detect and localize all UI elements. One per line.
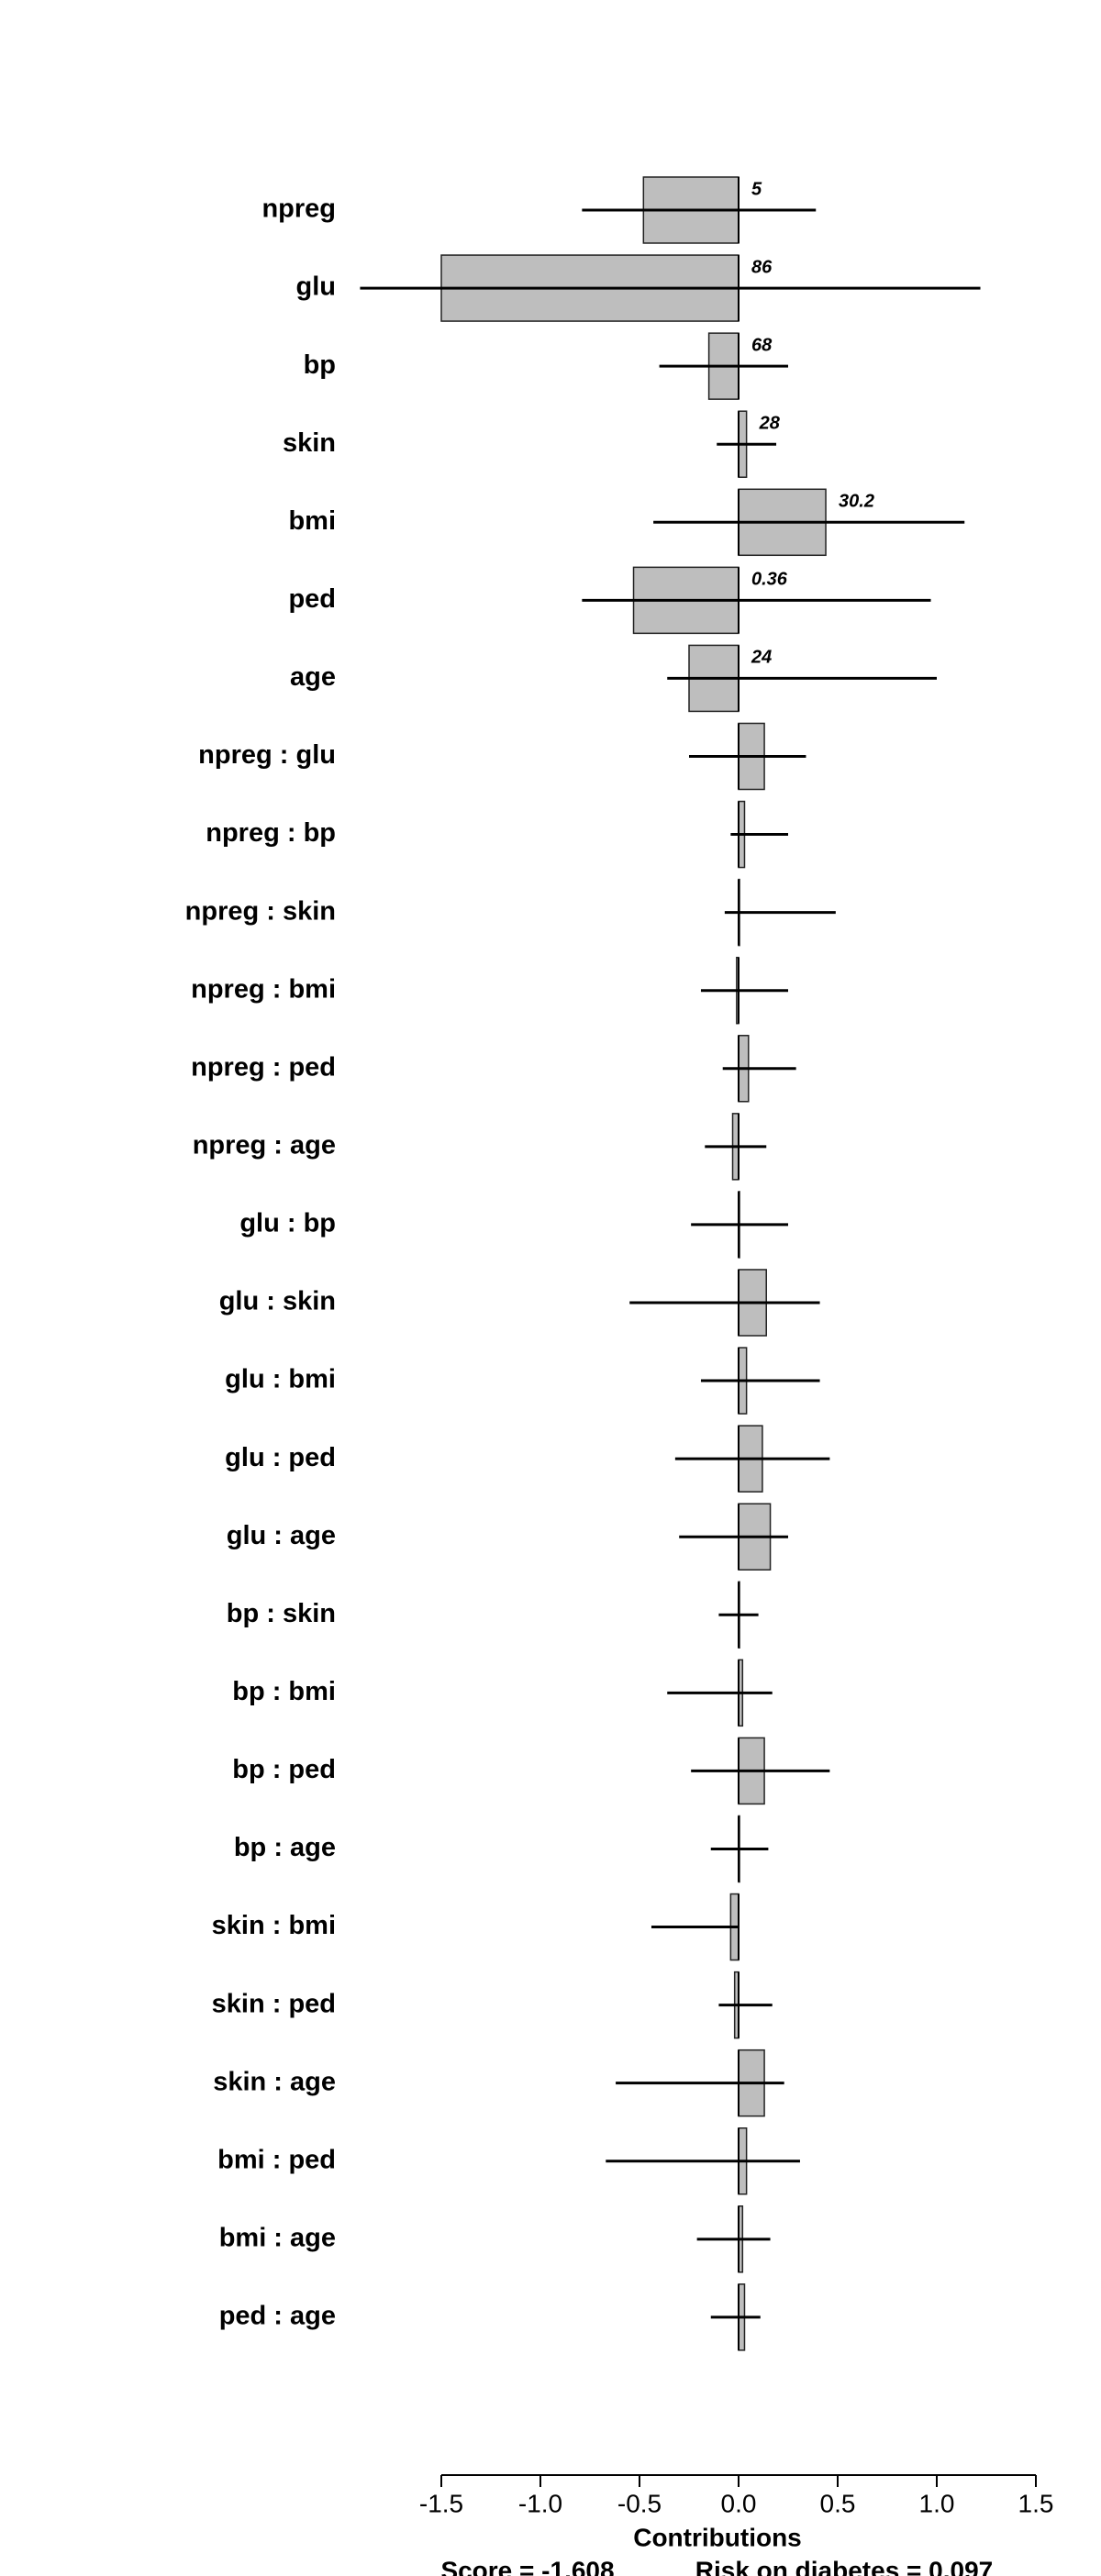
category-label: npreg : bmi	[191, 974, 336, 1004]
category-label: skin : age	[213, 2067, 336, 2096]
category-label: age	[290, 662, 336, 692]
category-label: skin : bmi	[212, 1911, 336, 1940]
category-label: skin	[283, 428, 336, 458]
input-value-label: 86	[751, 257, 773, 277]
category-label: npreg : glu	[198, 740, 336, 770]
category-label: bp : ped	[232, 1755, 336, 1784]
category-label: glu : skin	[219, 1287, 336, 1316]
category-label: glu : bp	[239, 1209, 336, 1238]
category-label: npreg : ped	[191, 1052, 336, 1082]
input-value-label: 68	[751, 335, 773, 355]
input-value-label: 0.36	[751, 570, 788, 590]
category-label: bp : age	[234, 1833, 336, 1862]
x-tick-label: 1.0	[919, 2489, 955, 2517]
category-label: glu : bmi	[225, 1365, 336, 1394]
category-label: bp	[304, 350, 336, 380]
category-label: npreg : skin	[185, 896, 336, 926]
category-label: npreg	[261, 194, 336, 224]
input-value-label: 30.2	[839, 492, 874, 512]
x-tick-label: -1.5	[419, 2489, 463, 2517]
category-label: skin : ped	[212, 1989, 336, 2018]
category-label: bmi	[288, 506, 336, 536]
category-label: ped	[288, 584, 336, 614]
category-label: bmi : ped	[217, 2145, 336, 2174]
category-label: npreg : bp	[206, 818, 336, 848]
x-tick-label: -1.0	[518, 2489, 562, 2517]
input-value-label: 5	[751, 179, 762, 199]
category-label: bp : bmi	[232, 1677, 336, 1706]
score: Score = -1.608	[440, 2556, 614, 2576]
x-tick-label: 0.0	[721, 2489, 757, 2517]
category-label: glu : age	[227, 1521, 336, 1550]
category-label: npreg : age	[193, 1130, 336, 1160]
x-axis-label: Contributions	[633, 2523, 802, 2551]
category-label: glu : ped	[225, 1443, 336, 1472]
x-tick-label: -0.5	[617, 2489, 662, 2517]
category-label: bp : skin	[227, 1599, 336, 1628]
input-value-label: 28	[759, 413, 781, 433]
x-tick-label: 1.5	[1018, 2489, 1054, 2517]
category-label: glu	[296, 272, 337, 302]
category-label: bmi : age	[219, 2223, 336, 2252]
risk: Risk on diabetes = 0.097	[695, 2556, 994, 2576]
x-tick-label: 0.5	[820, 2489, 856, 2517]
category-label: ped : age	[219, 2302, 336, 2331]
input-value-label: 24	[751, 648, 772, 668]
